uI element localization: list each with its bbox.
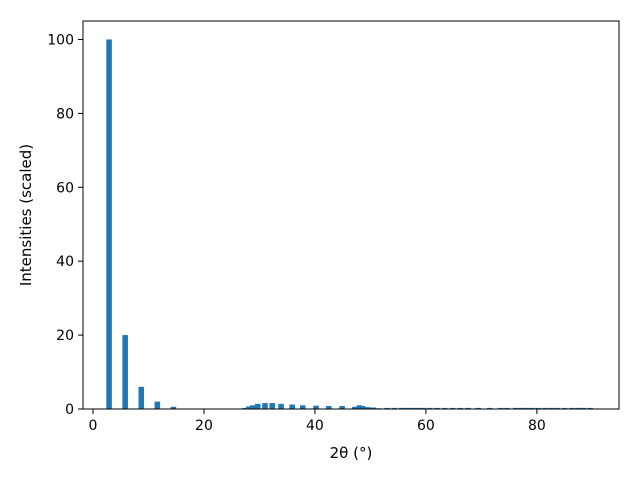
- bar: [449, 407, 456, 409]
- bar: [569, 407, 575, 409]
- bar: [498, 407, 504, 409]
- y-tick-label: 40: [56, 254, 74, 270]
- bar: [299, 405, 306, 409]
- bar: [475, 407, 481, 409]
- bar: [575, 407, 581, 409]
- bar: [352, 406, 358, 409]
- x-tick-label: 60: [417, 418, 435, 434]
- bar: [106, 39, 112, 409]
- y-tick-label: 20: [56, 328, 74, 344]
- y-tick-label: 80: [56, 106, 74, 122]
- bar: [529, 407, 536, 409]
- x-axis-label: 2θ (°): [330, 444, 373, 462]
- bars: [106, 39, 593, 409]
- bar: [542, 407, 548, 409]
- bar: [246, 406, 252, 409]
- bar: [513, 407, 519, 409]
- bar: [289, 404, 295, 409]
- bar: [384, 407, 390, 409]
- y-tick-label: 100: [47, 32, 74, 48]
- bar: [370, 407, 376, 409]
- bar: [434, 407, 440, 409]
- bar: [561, 407, 568, 409]
- bar: [420, 407, 426, 409]
- bar: [398, 407, 405, 409]
- bar: [403, 407, 410, 409]
- bar: [427, 407, 433, 409]
- y-tick-label: 60: [56, 180, 74, 196]
- bar: [278, 403, 284, 409]
- bar: [486, 407, 493, 409]
- bar: [359, 406, 366, 409]
- bar: [504, 407, 510, 409]
- bar: [262, 403, 268, 409]
- bar: [154, 401, 161, 409]
- bar: [269, 403, 275, 409]
- bar: [524, 407, 530, 409]
- bar: [518, 407, 525, 409]
- bar: [242, 407, 248, 409]
- bar: [391, 407, 398, 409]
- bar: [250, 405, 256, 409]
- bar: [554, 407, 561, 409]
- bar: [548, 407, 555, 409]
- bar: [465, 407, 471, 409]
- bar: [255, 403, 261, 409]
- x-tick-label: 0: [89, 418, 98, 434]
- x-tick-label: 40: [306, 418, 324, 434]
- bar: [409, 407, 415, 409]
- bar: [414, 407, 421, 409]
- bar: [356, 405, 363, 409]
- bar: [122, 335, 128, 409]
- y-axis-label: Intensities (scaled): [17, 144, 35, 286]
- bar: [587, 407, 593, 409]
- bar: [339, 406, 345, 409]
- bar: [535, 407, 542, 409]
- x-tick-label: 20: [195, 418, 213, 434]
- bar: [326, 406, 332, 409]
- y-tick-label: 0: [65, 402, 74, 418]
- x-tick-label: 80: [528, 418, 546, 434]
- bar: [138, 386, 145, 409]
- bar: [441, 407, 448, 409]
- bar: [313, 405, 319, 409]
- ticks: 0 20 40 60 80 0 20 40 60 80 100: [47, 32, 546, 434]
- bar: [170, 406, 177, 409]
- plot-frame: [82, 20, 620, 410]
- bar: [580, 407, 587, 409]
- bar: [364, 407, 371, 409]
- bar: [457, 407, 464, 409]
